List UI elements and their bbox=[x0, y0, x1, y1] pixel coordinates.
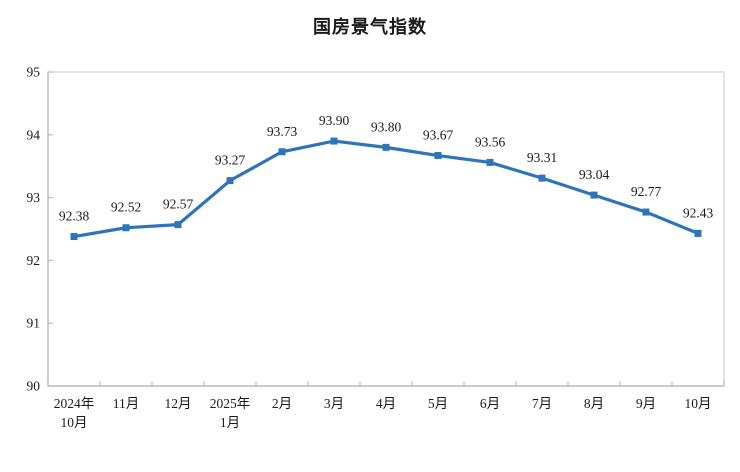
data-label: 92.52 bbox=[111, 200, 141, 215]
data-point-marker bbox=[330, 137, 338, 145]
data-label: 93.31 bbox=[527, 150, 557, 165]
data-point-marker bbox=[174, 221, 182, 229]
x-tick-label: 5月 bbox=[428, 396, 448, 411]
data-point-marker bbox=[486, 158, 494, 166]
data-label: 93.27 bbox=[215, 153, 246, 168]
x-tick-label: 8月 bbox=[584, 396, 604, 411]
series-line bbox=[72, 139, 700, 239]
data-point-marker bbox=[122, 224, 130, 232]
x-tick-label: 11月 bbox=[113, 396, 140, 411]
data-point-marker bbox=[226, 177, 234, 185]
data-point-marker bbox=[434, 152, 442, 160]
y-tick-label: 92 bbox=[27, 253, 41, 268]
data-label: 93.04 bbox=[579, 167, 610, 182]
data-label: 92.38 bbox=[59, 209, 90, 224]
y-tick-label: 94 bbox=[27, 127, 41, 142]
x-tick-label: 10月 bbox=[61, 415, 88, 430]
data-point-marker bbox=[694, 229, 702, 237]
data-point-marker bbox=[538, 174, 546, 182]
data-label: 93.80 bbox=[371, 119, 402, 134]
data-label: 92.57 bbox=[163, 197, 194, 212]
data-point-marker bbox=[382, 143, 390, 151]
y-tick-label: 90 bbox=[27, 379, 41, 394]
chart-title: 国房景气指数 bbox=[313, 17, 427, 37]
x-tick-label: 2025年 bbox=[210, 396, 251, 411]
data-label: 93.67 bbox=[423, 128, 454, 143]
x-tick-label: 3月 bbox=[324, 396, 344, 411]
y-tick-label: 91 bbox=[27, 316, 41, 331]
data-point-marker bbox=[70, 233, 78, 241]
x-tick-label: 9月 bbox=[636, 396, 656, 411]
data-label: 93.73 bbox=[267, 124, 298, 139]
data-label: 93.90 bbox=[319, 113, 350, 128]
x-tick-label: 1月 bbox=[220, 415, 240, 430]
data-point-marker bbox=[642, 208, 650, 216]
data-label: 93.56 bbox=[475, 134, 506, 149]
x-tick-label: 12月 bbox=[165, 396, 192, 411]
x-tick-label: 2024年 bbox=[54, 396, 95, 411]
x-tick-label: 4月 bbox=[376, 396, 396, 411]
y-tick-label: 93 bbox=[27, 190, 41, 205]
data-point-marker bbox=[278, 148, 286, 156]
y-tick-label: 95 bbox=[27, 65, 41, 80]
x-tick-label: 6月 bbox=[480, 396, 500, 411]
x-tick-label: 10月 bbox=[685, 396, 712, 411]
data-point-marker bbox=[590, 191, 598, 199]
x-tick-label: 7月 bbox=[532, 396, 552, 411]
x-tick-label: 2月 bbox=[272, 396, 292, 411]
data-label: 92.43 bbox=[683, 205, 714, 220]
data-label: 92.77 bbox=[631, 184, 662, 199]
